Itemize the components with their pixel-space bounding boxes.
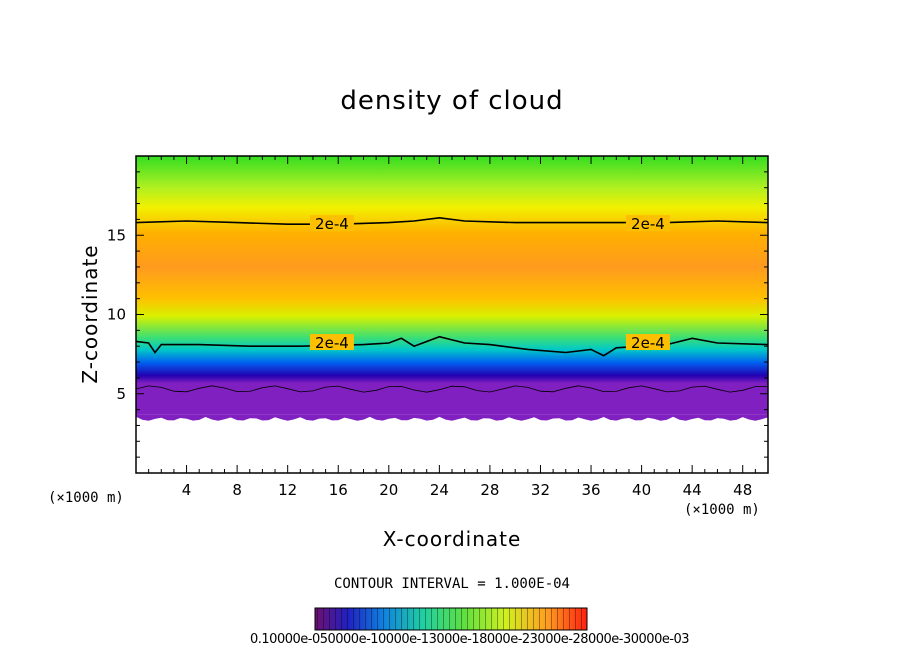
x-unit-right: (×1000 m) xyxy=(684,502,760,518)
x-tick-label: 28 xyxy=(480,481,499,499)
x-tick-label: 24 xyxy=(430,481,449,499)
colorbar xyxy=(314,607,588,631)
y-tick-label: 5 xyxy=(116,385,126,403)
contour-label-bg xyxy=(625,215,670,232)
contour-lines: 2e-4 2e-4 2e-4 2e-4 xyxy=(135,215,769,393)
x-tick-label: 4 xyxy=(182,481,192,499)
x-tick-label: 12 xyxy=(278,481,297,499)
cloud-field xyxy=(136,156,768,421)
x-tick-label: 20 xyxy=(379,481,398,499)
x-tick-label: 16 xyxy=(329,481,348,499)
x-tick-label: 36 xyxy=(581,481,600,499)
contour-label-bg xyxy=(309,334,354,351)
y-tick-label: 15 xyxy=(107,226,126,244)
colorbar-labels: 0.10000e-050000e-10000e-13000e-18000e-23… xyxy=(250,632,690,647)
colorbar-ticks xyxy=(315,608,587,630)
x-axis-label: X-coordinate xyxy=(382,527,522,551)
contour-interval-label: CONTOUR INTERVAL = 1.000E-04 xyxy=(333,576,570,592)
y-tick-label: 10 xyxy=(107,306,126,324)
x-tick-label: 40 xyxy=(632,481,651,499)
x-tick-label: 8 xyxy=(232,481,242,499)
cloud-base-edge xyxy=(136,414,768,421)
x-axis: 4 8 12 16 20 24 28 32 36 40 44 48 xyxy=(148,156,756,499)
y-axis: 5 10 15 xyxy=(107,171,768,458)
colorbar-border xyxy=(314,607,588,631)
contour-label: 2e-4 xyxy=(631,334,665,352)
contour-label-bg xyxy=(309,215,354,232)
cloud-fill xyxy=(136,156,768,415)
contour-label: 2e-4 xyxy=(315,334,349,352)
contour-base xyxy=(135,385,769,393)
contour-label-bg xyxy=(625,334,670,351)
contour-label: 2e-4 xyxy=(631,215,665,233)
x-unit-left: (×1000 m) xyxy=(48,490,124,506)
chart-title: density of cloud xyxy=(340,86,564,116)
x-tick-label: 48 xyxy=(733,481,752,499)
contour-label: 2e-4 xyxy=(315,215,349,233)
x-tick-label: 44 xyxy=(683,481,702,499)
x-tick-label: 32 xyxy=(531,481,550,499)
y-axis-label: Z-coordinate xyxy=(78,244,102,384)
